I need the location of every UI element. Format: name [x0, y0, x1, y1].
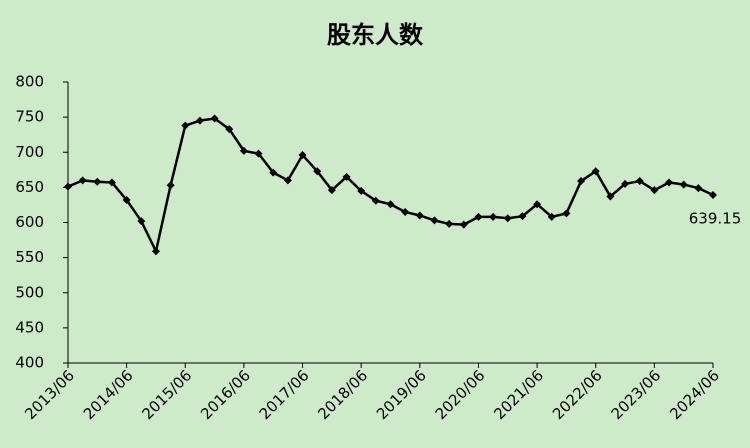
- marker: [415, 211, 424, 220]
- y-tick-label: 700: [15, 143, 44, 161]
- marker: [93, 177, 102, 186]
- x-tick-label: 2018/06: [314, 366, 371, 423]
- marker: [254, 149, 263, 158]
- x-tick-label: 2019/06: [373, 366, 430, 423]
- x-tick-label: 2013/06: [21, 366, 78, 423]
- marker: [210, 114, 219, 123]
- marker: [327, 186, 336, 195]
- marker: [533, 200, 542, 209]
- y-tick-label: 500: [15, 283, 44, 301]
- marker: [137, 217, 146, 226]
- x-tick-label: 2024/06: [666, 366, 723, 423]
- marker: [298, 151, 307, 160]
- x-tick-label: 2015/06: [138, 366, 195, 423]
- x-tick-label: 2020/06: [432, 366, 489, 423]
- marker: [122, 196, 131, 205]
- marker: [562, 209, 571, 218]
- marker: [577, 177, 586, 186]
- marker: [709, 190, 717, 199]
- x-tick-label: 2017/06: [256, 366, 313, 423]
- marker: [181, 121, 190, 130]
- marker: [665, 178, 674, 187]
- x-tick-label: 2014/06: [80, 366, 137, 423]
- marker: [269, 168, 278, 177]
- marker: [474, 212, 483, 221]
- marker: [342, 172, 351, 181]
- data-label: 639.15: [689, 209, 742, 227]
- marker: [518, 212, 527, 221]
- marker: [694, 184, 703, 193]
- marker: [547, 212, 556, 221]
- x-tick-label: 2016/06: [197, 366, 254, 423]
- y-tick-label: 750: [15, 108, 44, 126]
- marker: [64, 182, 72, 191]
- marker: [606, 192, 615, 201]
- marker: [430, 216, 439, 225]
- marker: [445, 219, 454, 228]
- marker: [166, 181, 175, 190]
- marker: [621, 179, 630, 188]
- line: [67, 117, 714, 256]
- marker: [239, 146, 248, 155]
- marker: [313, 167, 322, 176]
- marker: [386, 200, 395, 209]
- y-tick-label: 400: [15, 354, 44, 372]
- x-tick-label: 2021/06: [490, 366, 547, 423]
- x-tick-label: 2022/06: [549, 366, 606, 423]
- marker: [635, 177, 644, 186]
- marker: [107, 178, 116, 187]
- marker: [679, 180, 688, 189]
- y-tick-label: 800: [15, 73, 44, 91]
- marker: [591, 167, 600, 176]
- marker: [151, 247, 160, 256]
- marker: [489, 212, 498, 221]
- marker: [650, 186, 659, 195]
- marker: [78, 176, 87, 185]
- marker: [459, 220, 468, 229]
- marker: [283, 176, 292, 185]
- marker: [401, 207, 410, 216]
- marker: [195, 116, 204, 125]
- marker: [503, 214, 512, 223]
- marker: [357, 186, 366, 195]
- y-tick-label: 450: [15, 318, 44, 336]
- y-tick-label: 650: [15, 178, 44, 196]
- y-tick-label: 600: [15, 213, 44, 231]
- marker: [371, 196, 380, 205]
- x-tick-label: 2023/06: [608, 366, 665, 423]
- marker: [225, 125, 234, 134]
- chart-title: 股东人数: [327, 21, 424, 49]
- y-tick-label: 550: [15, 248, 44, 266]
